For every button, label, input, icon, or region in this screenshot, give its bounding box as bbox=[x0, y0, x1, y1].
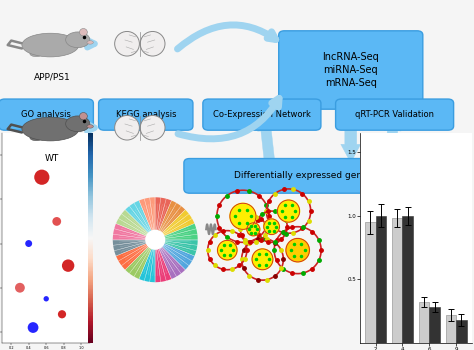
Ellipse shape bbox=[22, 33, 79, 57]
Ellipse shape bbox=[140, 116, 165, 140]
Ellipse shape bbox=[115, 32, 139, 56]
Ellipse shape bbox=[65, 116, 90, 132]
Ellipse shape bbox=[80, 28, 87, 36]
Ellipse shape bbox=[30, 51, 42, 57]
Polygon shape bbox=[257, 103, 278, 189]
Ellipse shape bbox=[65, 32, 90, 48]
Text: KEGG analysis: KEGG analysis bbox=[116, 110, 176, 119]
FancyBboxPatch shape bbox=[99, 99, 193, 130]
Polygon shape bbox=[341, 105, 361, 163]
Text: APP/PS1: APP/PS1 bbox=[34, 72, 71, 82]
FancyArrowPatch shape bbox=[209, 227, 213, 231]
Text: qRT-PCR Validation: qRT-PCR Validation bbox=[355, 110, 434, 119]
FancyBboxPatch shape bbox=[203, 99, 321, 130]
FancyBboxPatch shape bbox=[0, 99, 93, 130]
FancyArrowPatch shape bbox=[86, 40, 94, 47]
Ellipse shape bbox=[115, 116, 139, 140]
FancyBboxPatch shape bbox=[184, 159, 423, 193]
Text: GO analysis: GO analysis bbox=[21, 110, 71, 119]
Ellipse shape bbox=[140, 32, 165, 56]
Text: lncRNA-Seq
miRNA-Seq
mRNA-Seq: lncRNA-Seq miRNA-Seq mRNA-Seq bbox=[322, 52, 379, 88]
FancyArrowPatch shape bbox=[178, 98, 279, 139]
FancyArrowPatch shape bbox=[86, 124, 94, 131]
Ellipse shape bbox=[30, 135, 42, 141]
FancyBboxPatch shape bbox=[336, 99, 454, 130]
Text: Co-Expression Network: Co-Expression Network bbox=[213, 110, 311, 119]
Ellipse shape bbox=[87, 41, 93, 44]
Ellipse shape bbox=[22, 117, 79, 141]
FancyArrowPatch shape bbox=[177, 25, 276, 49]
Text: Differentially expressed genes: Differentially expressed genes bbox=[234, 172, 373, 180]
FancyBboxPatch shape bbox=[279, 31, 423, 109]
Polygon shape bbox=[383, 103, 401, 189]
Text: WT: WT bbox=[45, 154, 59, 163]
Ellipse shape bbox=[80, 112, 87, 120]
Ellipse shape bbox=[87, 125, 93, 128]
